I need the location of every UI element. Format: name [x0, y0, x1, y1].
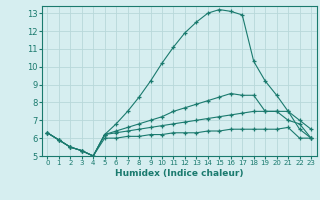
X-axis label: Humidex (Indice chaleur): Humidex (Indice chaleur) — [115, 169, 244, 178]
